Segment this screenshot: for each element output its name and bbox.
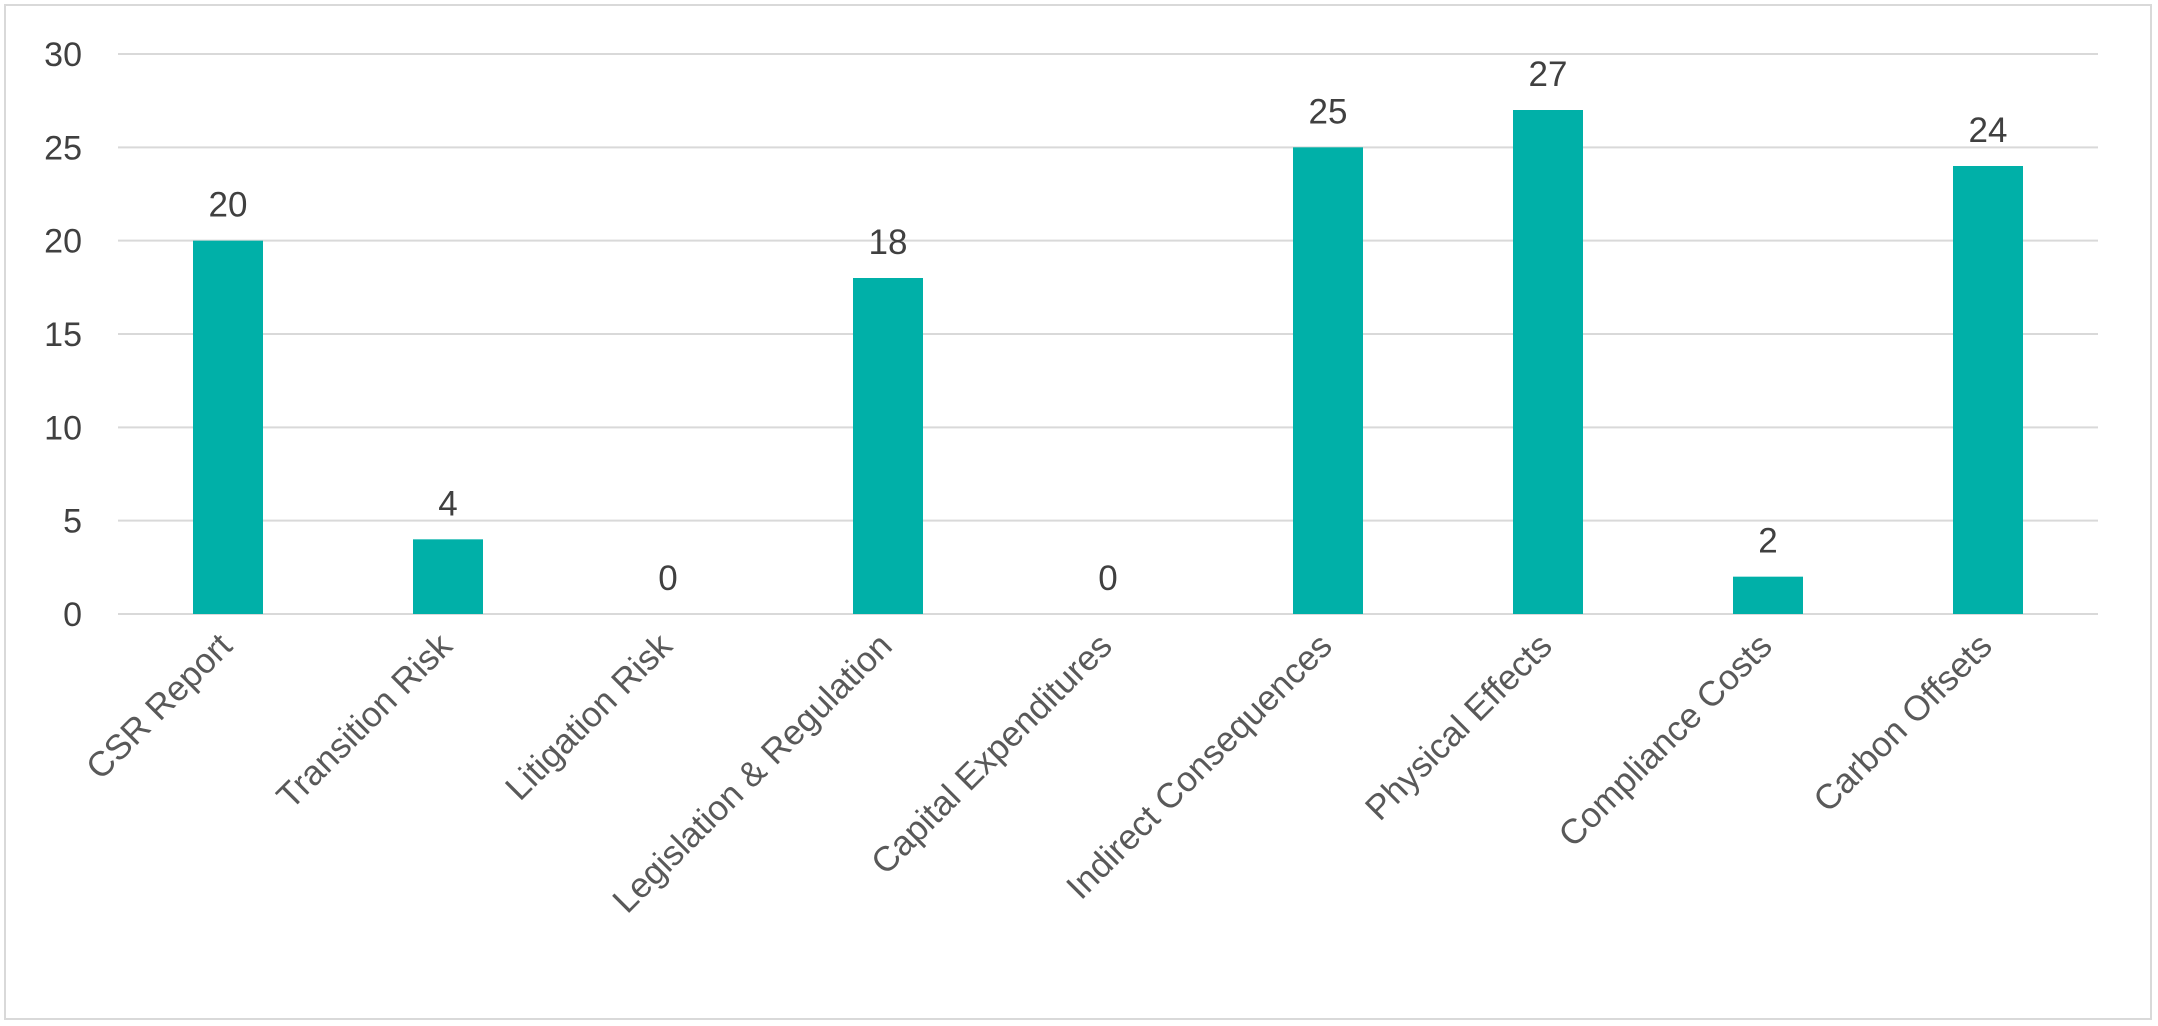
data-label: 0: [658, 559, 677, 598]
x-tick-label: Physical Effects: [1358, 626, 1560, 828]
y-tick-label: 20: [44, 223, 82, 261]
data-label: 0: [1098, 559, 1117, 598]
y-tick-label: 10: [44, 409, 82, 447]
chart-frame: [4, 4, 2152, 1020]
data-labels: 20 4 0 18 0 25 27 2 24: [209, 55, 2008, 598]
x-tick-label: Carbon Offsets: [1806, 626, 2000, 820]
data-label: 20: [209, 186, 248, 225]
data-label: 2: [1758, 522, 1777, 561]
x-tick-label: Capital Expenditures: [864, 626, 1120, 882]
x-axis-ticks: CSR Report Transition Risk Litigation Risk…: [79, 626, 2000, 921]
data-label: 25: [1309, 92, 1348, 131]
y-tick-label: 0: [63, 596, 82, 634]
data-label: 18: [869, 223, 908, 262]
y-tick-label: 15: [44, 316, 82, 354]
bar: [1293, 147, 1363, 615]
y-tick-label: 30: [44, 36, 82, 74]
bar: [853, 278, 923, 614]
x-tick-label: Litigation Risk: [498, 626, 680, 808]
y-tick-label: 25: [44, 129, 82, 167]
data-label: 4: [438, 484, 457, 523]
bar: [1953, 166, 2023, 614]
y-tick-label: 5: [63, 503, 82, 541]
bars: [193, 110, 2023, 615]
x-tick-label: Compliance Costs: [1551, 626, 1779, 854]
bar: [1513, 110, 1583, 614]
x-tick-label: CSR Report: [79, 626, 240, 787]
bar: [193, 240, 263, 614]
data-label: 24: [1969, 111, 2008, 150]
y-axis-ticks: 0 5 10 15 20 25 30: [44, 36, 82, 634]
gridlines: [118, 53, 2098, 615]
data-label: 27: [1529, 55, 1568, 94]
bar: [413, 539, 483, 614]
bar: [1733, 576, 1803, 614]
x-tick-label: Transition Risk: [269, 626, 460, 817]
